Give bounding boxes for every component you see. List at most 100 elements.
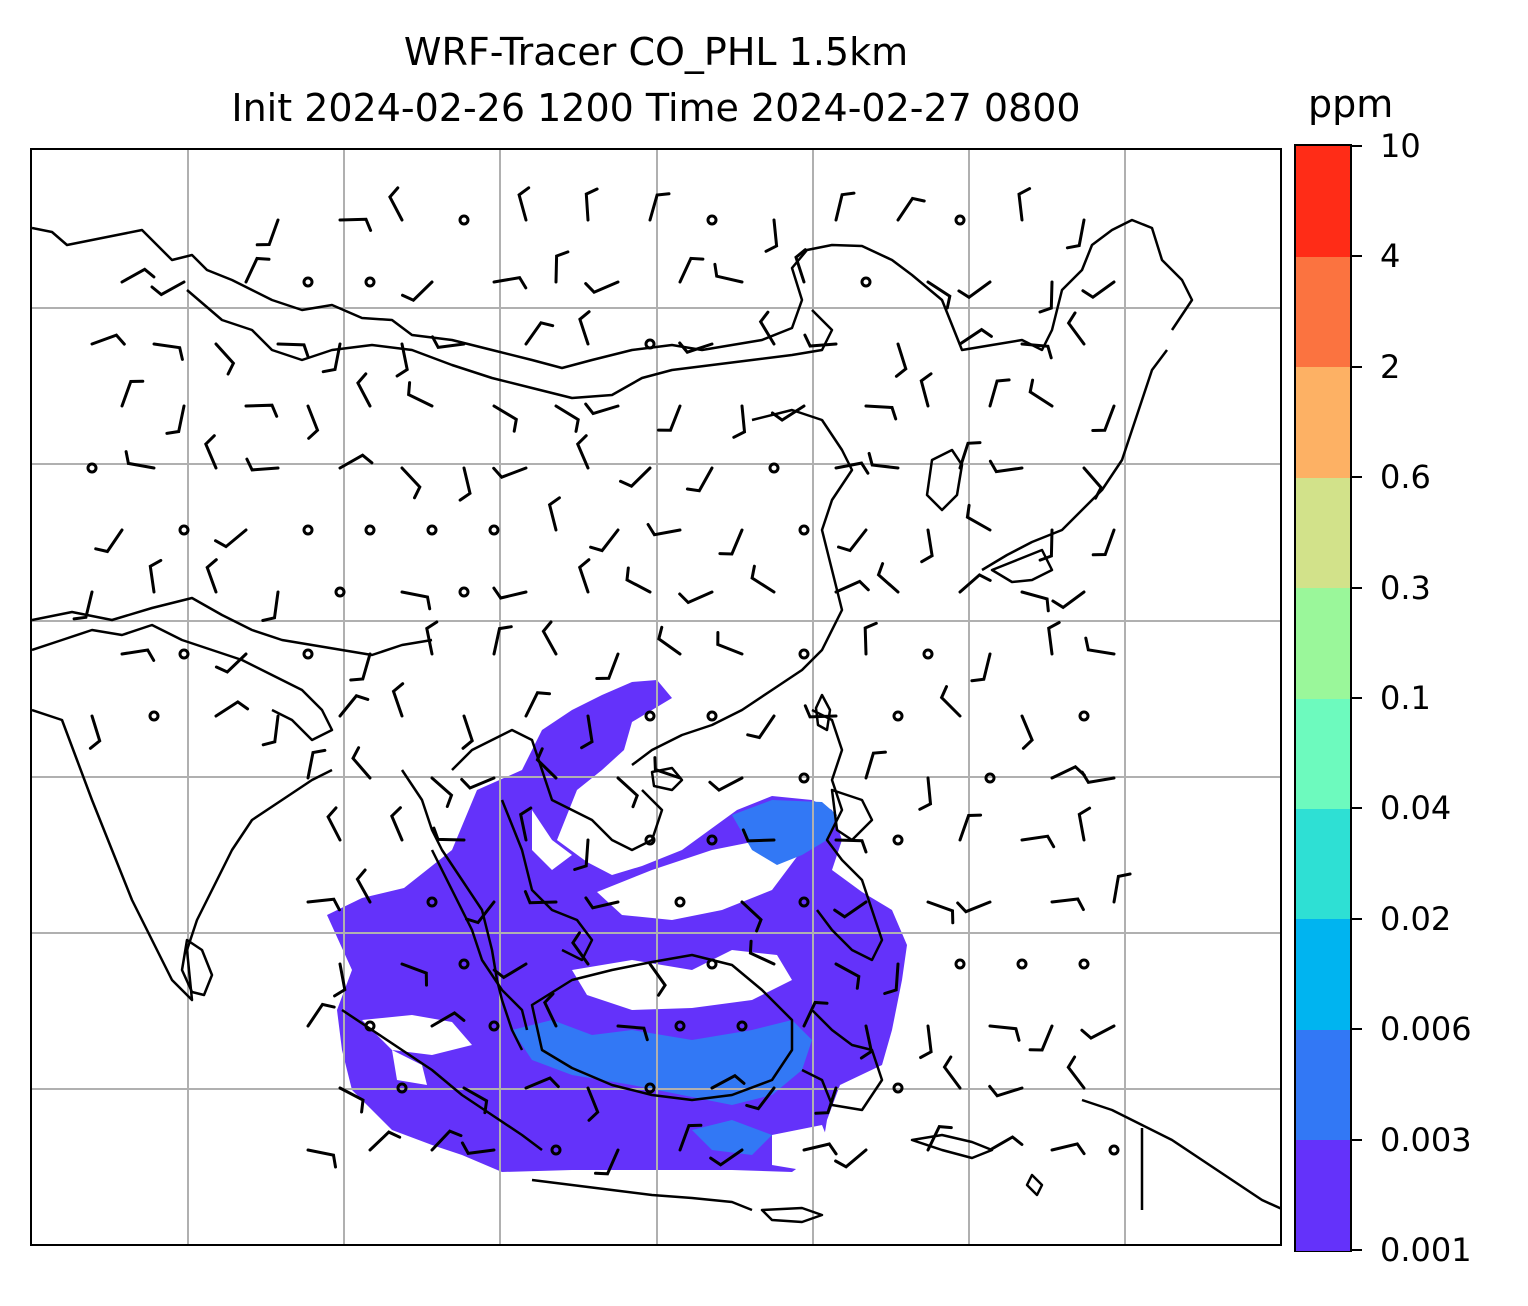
colorbar <box>1294 144 1352 1252</box>
coastline-segment <box>32 708 333 1002</box>
wind-barb <box>306 1148 337 1169</box>
wind-barb <box>896 196 926 222</box>
calm-wind-marker <box>458 586 470 598</box>
calm-wind-marker <box>860 276 872 288</box>
wind-barb <box>407 381 434 408</box>
wind-barb <box>1091 528 1116 557</box>
coastline-segment <box>32 596 433 657</box>
wind-barb <box>939 685 962 718</box>
map-panel <box>30 148 1282 1246</box>
wind-barb <box>1017 187 1032 222</box>
wind-barb <box>519 806 533 842</box>
wind-barb <box>306 748 327 780</box>
wind-barb <box>732 404 747 439</box>
wind-barb <box>957 280 992 300</box>
coastline-segment <box>530 953 794 1102</box>
colorbar-segment <box>1296 1139 1350 1251</box>
wind-barb <box>803 333 838 348</box>
wind-barb <box>245 457 280 472</box>
wind-barb <box>1080 770 1116 785</box>
wind-barb <box>745 1086 776 1111</box>
wind-barb <box>543 992 558 1028</box>
wind-barb <box>758 310 776 346</box>
coastline-segment <box>990 548 1054 584</box>
wind-barb <box>541 620 558 656</box>
wind-barb <box>770 404 806 422</box>
wind-barb <box>400 962 428 987</box>
colorbar-segment <box>1296 808 1350 920</box>
plume-gap <box>362 1015 472 1055</box>
wind-barb <box>616 776 639 809</box>
wind-barb <box>148 558 163 594</box>
calm-wind-marker <box>954 958 966 970</box>
calm-wind-marker <box>798 772 810 784</box>
wind-barb <box>355 868 372 904</box>
wind-barb <box>864 750 887 780</box>
colorbar-segment <box>1296 256 1350 368</box>
wind-barb <box>920 528 934 564</box>
wind-barb <box>833 900 868 919</box>
calm-wind-marker <box>550 1144 562 1156</box>
wind-barb <box>834 1148 868 1169</box>
wind-barb <box>653 756 682 780</box>
coastline-segment <box>430 849 529 1031</box>
colorbar-tick <box>1352 365 1362 368</box>
wind-barb <box>338 1086 365 1114</box>
wind-barb <box>1112 872 1132 904</box>
colorbar-segment <box>1296 1029 1350 1141</box>
wind-barb <box>834 962 861 990</box>
wind-barb <box>462 1086 489 1115</box>
plume-core <box>692 1120 772 1155</box>
wind-barb <box>326 806 342 842</box>
calm-wind-marker <box>1016 958 1028 970</box>
wind-barb <box>988 378 1011 408</box>
calm-wind-marker <box>426 896 438 908</box>
wind-barb <box>400 590 432 611</box>
colorbar-tick-label: 10 <box>1380 127 1421 165</box>
wind-barb <box>748 939 776 966</box>
wind-barb <box>395 342 409 378</box>
wind-barb <box>261 590 280 622</box>
wind-barb <box>956 900 992 914</box>
plume-core <box>732 800 837 865</box>
wind-barb <box>430 1011 466 1028</box>
wind-barb <box>594 1148 620 1176</box>
wind-barb <box>368 1130 402 1152</box>
colorbar-tick <box>1352 1249 1362 1251</box>
wind-barb <box>646 523 682 537</box>
colorbar-tick-label: 0.04 <box>1380 789 1452 828</box>
wind-barb <box>710 1073 746 1090</box>
wind-barb <box>883 962 900 995</box>
wind-barb <box>554 404 580 433</box>
colorbar-tick-label: 0.3 <box>1380 568 1431 607</box>
wind-barb <box>678 1123 703 1152</box>
map-title-line1: WRF-Tracer CO_PHL 1.5km <box>403 30 909 74</box>
wind-barb <box>1084 636 1116 656</box>
calm-wind-marker <box>396 1082 408 1094</box>
wind-barb <box>1066 311 1086 346</box>
wind-barb <box>338 453 374 470</box>
wind-barb <box>524 691 551 718</box>
wind-barb <box>926 900 955 925</box>
calm-wind-marker <box>768 462 780 474</box>
wind-barb <box>492 404 518 433</box>
wind-barb <box>400 466 422 500</box>
colorbar-tick <box>1352 697 1362 699</box>
calm-wind-marker <box>736 1020 748 1032</box>
wind-barb <box>391 682 405 718</box>
wind-barb <box>580 714 594 750</box>
wind-barb <box>625 566 652 594</box>
plume-gap <box>597 840 802 920</box>
wind-barb <box>492 275 528 290</box>
wind-barbs <box>72 186 1132 1176</box>
colorbar-segment <box>1296 698 1350 809</box>
coastline-segment <box>631 408 854 766</box>
wind-barb <box>584 402 620 416</box>
calm-wind-marker <box>178 648 190 660</box>
wind-barb <box>750 564 776 594</box>
colorbar-tick <box>1352 1028 1362 1031</box>
wind-barb <box>425 620 439 656</box>
tracer-plume <box>327 680 907 1172</box>
wind-barb <box>306 1002 336 1028</box>
colorbar-tick-label: 0.1 <box>1380 679 1431 717</box>
